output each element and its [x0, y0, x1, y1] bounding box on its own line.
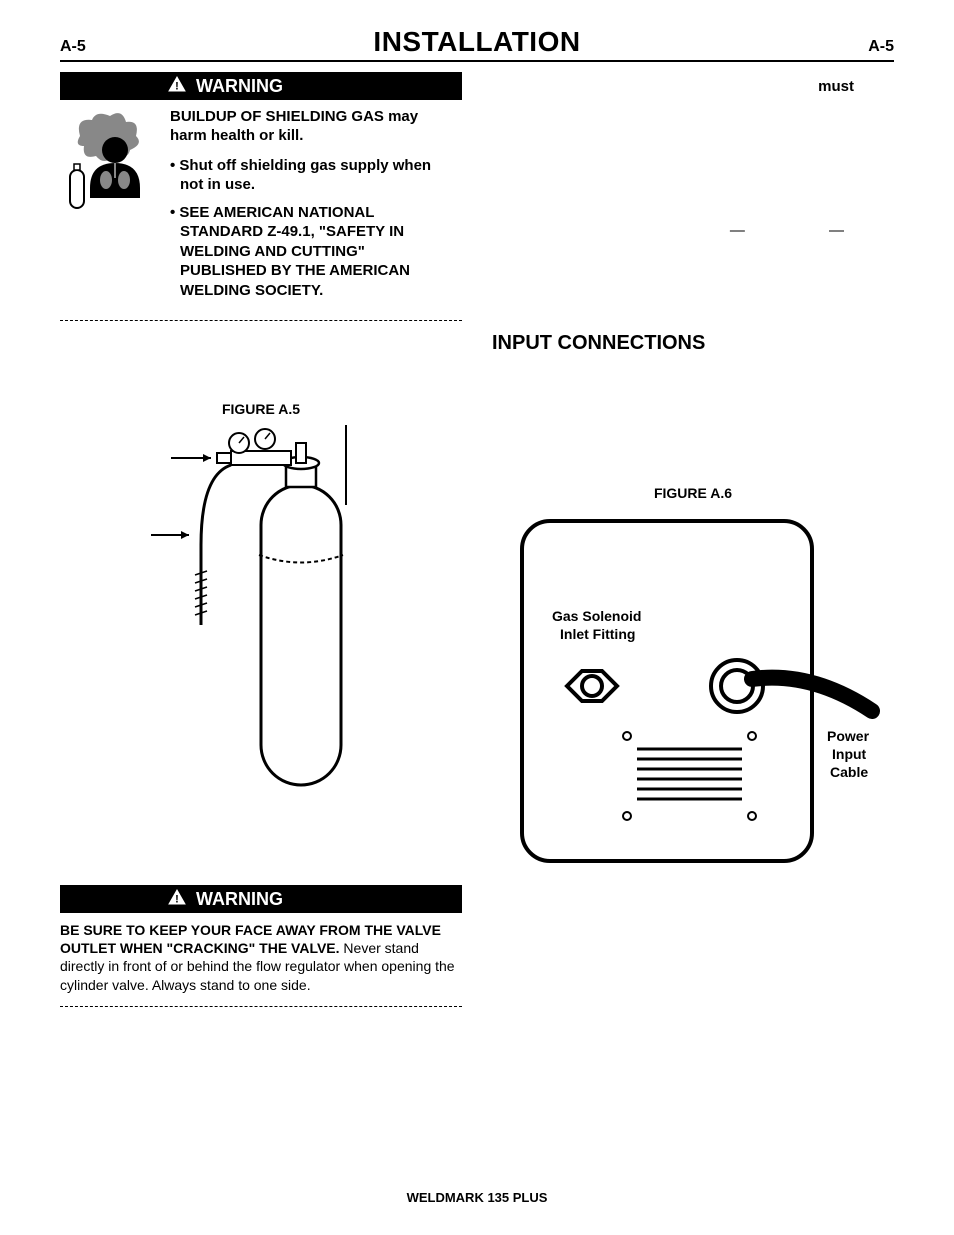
content-columns: ! WARNING — [60, 72, 894, 1019]
warning1-bullets: • Shut off shielding gas supply when not… — [170, 156, 452, 301]
figure-a5-label: FIGURE A.5 — [60, 401, 462, 417]
warning-bar-2: ! WARNING — [60, 885, 462, 913]
warning-icon-column — [60, 108, 160, 308]
warning-triangle-icon: ! — [168, 76, 186, 97]
gas-fumes-icon — [60, 108, 160, 308]
power-cable-label-l3: Cable — [830, 764, 868, 780]
input-connections-heading: INPUT CONNECTIONS — [492, 332, 894, 355]
warning-bar-spacer — [60, 72, 160, 100]
page-number-left: A-5 — [60, 38, 86, 56]
dashed-separator — [60, 320, 462, 321]
page-header: A-5 INSTALLATION A-5 — [60, 26, 894, 62]
warning-bar-1: ! WARNING — [60, 72, 462, 100]
right-column: must — — INPUT CONNECTIONS FIGURE A.6 Ga… — [492, 72, 894, 1019]
warning1-bullet: • Shut off shielding gas supply when not… — [170, 156, 452, 195]
page-title: INSTALLATION — [373, 26, 580, 58]
gas-solenoid-label-l1: Gas Solenoid — [552, 608, 641, 624]
gas-solenoid-label-l2: Inlet Fitting — [560, 626, 635, 642]
warning-block-1: BUILDUP OF SHIELDING GAS may harm health… — [60, 108, 462, 308]
svg-text:!: ! — [175, 893, 179, 905]
power-cable-label-l1: Power — [827, 728, 870, 744]
figure-a5 — [60, 425, 462, 795]
warning1-bullet: • SEE AMERICAN NATIONAL STANDARD Z-49.1,… — [170, 203, 452, 301]
warning2-text: BE SURE TO KEEP YOUR FACE AWAY FROM THE … — [60, 921, 462, 994]
rear-panel-diagram: Gas Solenoid Inlet Fitting — [512, 511, 892, 871]
right-top-fragment: must — — — [492, 72, 894, 292]
warning-triangle-icon: ! — [168, 889, 186, 910]
warning-label: WARNING — [196, 889, 283, 910]
dash-pair: — — — [730, 222, 884, 239]
dashed-separator — [60, 1006, 462, 1007]
left-column: ! WARNING — [60, 72, 462, 1019]
must-text: must — [818, 78, 854, 95]
footer-model: WELDMARK 135 PLUS — [0, 1190, 954, 1205]
warning-bar-main: ! WARNING — [160, 72, 462, 100]
warning-text-column: BUILDUP OF SHIELDING GAS may harm health… — [170, 108, 462, 308]
warning-label: WARNING — [196, 76, 283, 97]
power-cable-label-l2: Input — [832, 746, 867, 762]
warning-bar-spacer — [60, 885, 160, 913]
warning1-heading: BUILDUP OF SHIELDING GAS may harm health… — [170, 108, 452, 146]
cylinder-regulator-diagram — [131, 425, 391, 795]
svg-text:!: ! — [175, 80, 179, 92]
figure-a6: Gas Solenoid Inlet Fitting — [492, 511, 894, 871]
warning-block-2: ! WARNING BE SURE TO KEEP YOUR FACE AWAY… — [60, 885, 462, 1007]
page-number-right: A-5 — [868, 38, 894, 56]
warning-bar-main: ! WARNING — [160, 885, 462, 913]
figure-a6-label: FIGURE A.6 — [492, 485, 894, 501]
